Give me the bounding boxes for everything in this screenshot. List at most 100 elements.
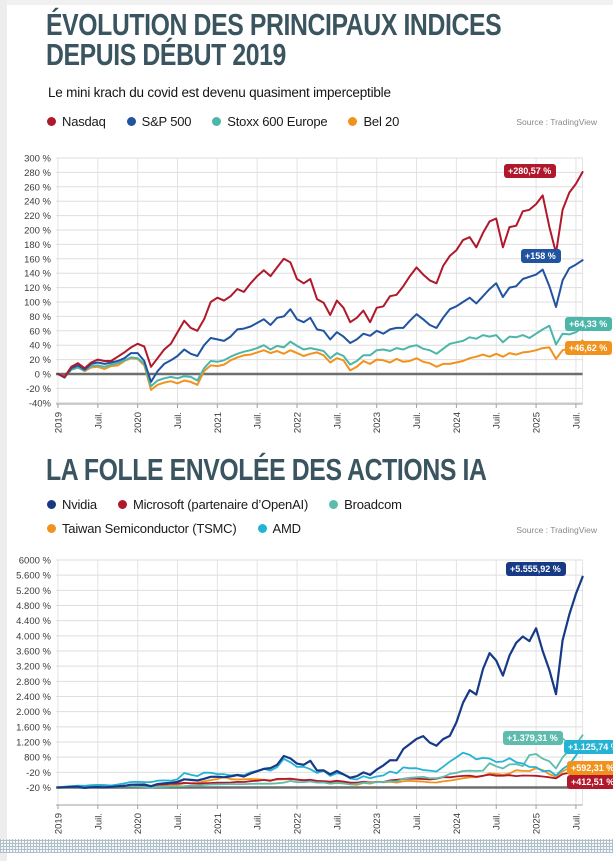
- legend-item-nvidia: Nvidia: [47, 497, 97, 512]
- legend-label: Bel 20: [363, 114, 400, 129]
- chart2-title: LA FOLLE ENVOLÉE DES ACTIONS IA: [46, 452, 487, 487]
- y-axis-tick-label: 160 %: [24, 254, 51, 265]
- legend-item-amd: AMD: [257, 521, 301, 536]
- y-axis-tick-label: 300 %: [24, 154, 51, 165]
- end-value-badge-nasdaq: +280,57 %: [504, 164, 557, 178]
- y-axis-tick-label: 3.600 %: [16, 647, 51, 658]
- y-axis-tick-label: 120 %: [24, 283, 51, 294]
- y-axis-tick-label: 5.200 %: [16, 586, 51, 597]
- y-axis-tick-label: 80 %: [29, 312, 51, 323]
- legend-label: Taiwan Semiconductor (TSMC): [62, 521, 237, 536]
- x-axis-tick-label: 2023: [372, 813, 383, 834]
- end-value-badge-s-p-500: +158 %: [521, 249, 561, 263]
- end-value-badge-amd: +1.125,74 %: [564, 740, 613, 754]
- end-value-badge-taiwan-semiconductor-tsmc: +592,31 %: [567, 761, 613, 775]
- legend-label: AMD: [272, 521, 301, 536]
- chart2-legend: Nvidia Microsoft (partenaire d’OpenAI) Bro…: [47, 497, 517, 536]
- chart1-title: ÉVOLUTION DES PRINCIPAUX INDICES DEPUIS …: [46, 9, 502, 72]
- legend-dot-icon: [329, 500, 339, 509]
- series-line-broadcom: [57, 734, 584, 789]
- end-value-badge-nvidia: +5.555,92 %: [506, 562, 566, 576]
- page-edge-top: [0, 0, 613, 5]
- x-axis-tick-label: Juil.: [571, 813, 582, 830]
- legend-item-broadcom: Broadcom: [329, 497, 402, 512]
- y-axis-tick-label: -40%: [29, 398, 52, 409]
- chart1-source: Source : TradingView: [516, 117, 597, 127]
- page-edge-left: [0, 0, 7, 861]
- legend-dot-icon: [348, 117, 358, 126]
- legend-dot-icon: [117, 500, 127, 509]
- x-axis-tick-label: 2021: [213, 412, 224, 433]
- end-value-badge-broadcom: +1.379,31 %: [503, 731, 563, 745]
- y-axis-tick-label: 1.600 %: [16, 722, 51, 733]
- x-axis-tick-label: 2020: [133, 412, 144, 433]
- y-axis-tick-label: 4.800 %: [16, 601, 51, 612]
- y-axis-tick-label: -20 %: [26, 783, 51, 794]
- x-axis-tick-label: 2021: [213, 813, 224, 834]
- x-axis-tick-label: Juil.: [173, 813, 184, 830]
- y-axis-tick-label: 100 %: [24, 298, 51, 309]
- x-axis-tick-label: Juil.: [93, 813, 104, 830]
- y-axis-tick-label: 4.000 %: [16, 631, 51, 642]
- series-line-nasdaq: [57, 171, 584, 378]
- x-axis-tick-label: 2019: [54, 813, 65, 834]
- y-axis-tick-label: 60 %: [29, 326, 51, 337]
- y-axis-tick-label: 1.200 %: [16, 738, 51, 749]
- series-line-nvidia: [56, 575, 584, 790]
- y-axis-tick-label: 140 %: [24, 269, 51, 280]
- x-axis-tick-label: Juil.: [571, 412, 582, 429]
- y-axis-tick-label: 0 %: [35, 370, 52, 381]
- end-value-badge-stoxx-600-europe: +64,33 %: [565, 317, 613, 331]
- chart1-title-line2: DEPUIS DÉBUT 2019: [46, 37, 286, 72]
- y-axis-tick-label: 200 %: [24, 226, 51, 237]
- y-axis-tick-label: 2.400 %: [16, 692, 51, 703]
- x-axis-tick-label: Juil.: [332, 412, 343, 429]
- y-axis-tick-label: 240 %: [24, 197, 51, 208]
- legend-item-bel-20: Bel 20: [348, 114, 399, 129]
- legend-item-taiwan-semiconductor-tsmc: Taiwan Semiconductor (TSMC): [47, 521, 237, 536]
- chart2-source: Source : TradingView: [516, 525, 597, 535]
- legend-dot-icon: [47, 524, 56, 533]
- legend-label: Nvidia: [62, 497, 97, 512]
- x-axis-tick-label: 2025: [532, 412, 543, 433]
- y-axis-tick-label: -20 %: [26, 384, 51, 395]
- x-axis-tick-label: 2019: [54, 412, 65, 433]
- x-axis-tick-label: 2024: [452, 412, 463, 433]
- end-value-badge-bel-20: +46,62 %: [565, 341, 613, 355]
- legend-item-nasdaq: Nasdaq: [47, 114, 106, 129]
- y-axis-tick-label: 220 %: [24, 211, 51, 222]
- y-axis-tick-label: -20 %: [26, 768, 51, 779]
- legend-dot-icon: [257, 524, 267, 533]
- y-axis-tick-label: 280 %: [24, 168, 51, 179]
- legend-label: Microsoft (partenaire d’OpenAI): [132, 497, 309, 512]
- y-axis-tick-label: 2.800 %: [16, 677, 51, 688]
- legend-label: Stoxx 600 Europe: [227, 114, 328, 129]
- y-axis-tick-label: 6000 %: [19, 556, 52, 567]
- x-axis-tick-label: Juil.: [173, 412, 184, 429]
- legend-dot-icon: [126, 117, 136, 126]
- x-axis-tick-label: Juil.: [253, 412, 264, 429]
- legend-item-s-p-500: S&P 500: [126, 114, 192, 129]
- legend-dot-icon: [212, 117, 222, 126]
- x-axis-tick-label: 2024: [452, 813, 463, 834]
- legend-label: Nasdaq: [62, 114, 106, 129]
- halftone-divider: [0, 839, 613, 853]
- legend-item-stoxx-600-europe: Stoxx 600 Europe: [212, 114, 328, 129]
- y-axis-tick-label: 180 %: [24, 240, 51, 251]
- x-axis-tick-label: Juil.: [93, 412, 104, 429]
- y-axis-tick-label: 20 %: [29, 355, 51, 366]
- chart2-title-line1: LA FOLLE ENVOLÉE DES ACTIONS IA: [46, 452, 487, 487]
- chart1-subtitle: Le mini krach du covid est devenu quasim…: [48, 85, 391, 100]
- x-axis-tick-label: Juil.: [412, 412, 423, 429]
- y-axis-tick-label: 3.200 %: [16, 662, 51, 673]
- y-axis-tick-label: 2.000 %: [16, 707, 51, 718]
- legend-label: S&P 500: [141, 114, 192, 129]
- legend-item-microsoft-partenaire-d-openai: Microsoft (partenaire d’OpenAI): [117, 497, 309, 512]
- chart1-legend: Nasdaq S&P 500 Stoxx 600 Europe Bel 20: [47, 114, 567, 129]
- x-axis-tick-label: Juil.: [412, 813, 423, 830]
- y-axis-tick-label: 40 %: [29, 341, 51, 352]
- end-value-badge-microsoft-partenaire-d-openai: +412,51 %: [567, 775, 613, 789]
- x-axis-tick-label: 2022: [293, 813, 304, 834]
